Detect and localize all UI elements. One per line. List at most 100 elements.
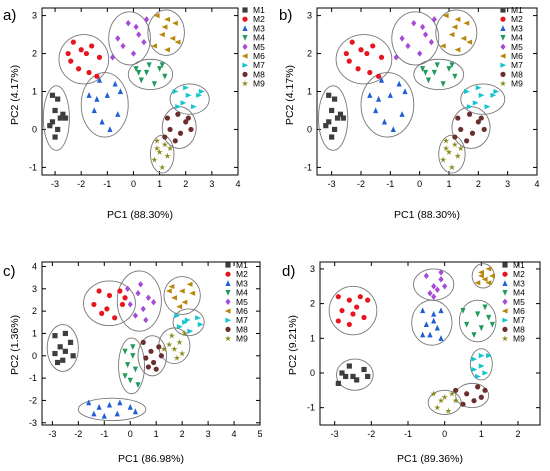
data-point-m2 xyxy=(106,292,113,299)
data-point-m9 xyxy=(151,156,158,163)
data-point-m6 xyxy=(174,39,181,45)
data-point-m9 xyxy=(442,145,450,152)
data-point-m1 xyxy=(332,96,338,102)
data-point-m3 xyxy=(420,331,426,338)
data-point-m4 xyxy=(489,321,495,328)
data-point-m1 xyxy=(47,123,53,129)
data-point-m1 xyxy=(332,126,338,133)
data-point-m2 xyxy=(96,54,103,60)
y-tick-label: 0 xyxy=(307,124,312,134)
data-point-m8 xyxy=(475,384,481,390)
data-point-m3 xyxy=(420,307,426,314)
legend-label-m8: M8 xyxy=(253,69,265,79)
cluster-ellipse xyxy=(335,34,393,85)
data-point-m4 xyxy=(130,344,136,351)
data-point-m7 xyxy=(482,370,489,376)
legend-label-m2: M2 xyxy=(236,269,248,279)
data-point-m4 xyxy=(125,362,131,368)
plot-frame xyxy=(316,7,538,176)
cluster-ellipse xyxy=(336,358,374,391)
data-point-m2 xyxy=(367,69,373,76)
data-point-m8 xyxy=(478,115,484,121)
x-tick-label: 0 xyxy=(442,429,447,439)
x-tick-label: 3 xyxy=(505,179,510,189)
legend-marker-m8 xyxy=(500,71,506,77)
legend-marker-m5 xyxy=(502,298,508,305)
legend-marker-m9 xyxy=(501,335,509,342)
data-point-m7 xyxy=(464,88,470,95)
data-point-m7 xyxy=(195,315,201,321)
data-point-m2 xyxy=(339,307,345,314)
y-tick-label: 1 xyxy=(310,333,315,343)
chart-panel-3: -3 -2 -1 0 1 2 3 4 5 -3 -2 -1 0 1 2 3 4 M1M2M3M4M5M6M7M8M… xyxy=(3,260,263,465)
data-point-m2 xyxy=(89,43,95,49)
data-point-m1 xyxy=(70,353,76,359)
x-tick-label: -3 xyxy=(48,429,56,439)
data-point-m4 xyxy=(449,62,455,69)
data-point-m8 xyxy=(185,115,191,121)
data-point-m2 xyxy=(346,58,352,64)
data-point-m5 xyxy=(411,19,417,27)
data-point-m4 xyxy=(475,311,481,318)
x-tick-label: 0 xyxy=(128,429,133,439)
data-point-m7 xyxy=(180,100,187,106)
cluster-ellipse xyxy=(150,134,175,174)
data-point-m4 xyxy=(446,66,452,72)
data-point-m4 xyxy=(159,62,165,69)
legend-label-m3: M3 xyxy=(253,23,265,33)
data-point-m2 xyxy=(354,304,360,310)
data-point-m9 xyxy=(442,137,450,144)
legend-marker-m9 xyxy=(241,80,249,87)
data-point-m9 xyxy=(181,330,188,337)
data-point-m3 xyxy=(91,107,97,114)
data-point-m7 xyxy=(472,100,479,106)
data-point-m5 xyxy=(141,38,147,46)
data-point-m1 xyxy=(329,107,335,114)
data-point-m2 xyxy=(343,50,349,57)
x-tick-label: -1 xyxy=(100,429,108,439)
legend-label-m1: M1 xyxy=(236,260,248,270)
data-point-m7 xyxy=(184,317,191,323)
legend-label-m5: M5 xyxy=(236,297,248,307)
data-point-m2 xyxy=(94,73,100,79)
data-point-m3 xyxy=(381,118,388,125)
data-point-m3 xyxy=(106,401,113,408)
data-point-m8 xyxy=(458,126,464,133)
data-point-m6 xyxy=(168,283,175,290)
data-point-m9 xyxy=(164,152,171,159)
data-point-m3 xyxy=(117,88,123,95)
cluster-ellipse xyxy=(469,348,493,381)
data-point-m7 xyxy=(190,104,197,110)
data-point-m2 xyxy=(376,73,382,79)
data-point-m4 xyxy=(138,77,144,84)
data-point-m2 xyxy=(346,297,352,303)
data-point-m5 xyxy=(115,35,121,42)
data-point-m9 xyxy=(171,345,178,352)
data-point-m8 xyxy=(156,344,162,350)
data-point-m3 xyxy=(376,95,382,102)
data-point-m9 xyxy=(454,152,462,159)
data-point-m9 xyxy=(165,341,173,348)
data-point-m1 xyxy=(52,107,58,114)
cluster-ellipse xyxy=(455,382,490,409)
x-tick-label: 4 xyxy=(235,179,240,189)
data-point-m2 xyxy=(122,295,128,301)
data-point-m4 xyxy=(460,307,466,314)
y-tick-label: -1 xyxy=(304,162,312,172)
data-point-m3 xyxy=(387,92,393,98)
y-tick-label: -1 xyxy=(307,403,315,413)
data-point-m4 xyxy=(425,77,432,84)
data-point-m6 xyxy=(439,43,446,49)
data-point-m4 xyxy=(478,325,484,332)
data-point-m4 xyxy=(133,66,139,72)
cluster-ellipse xyxy=(58,34,110,85)
data-point-m6 xyxy=(478,269,484,276)
plot-frame xyxy=(41,261,261,426)
data-point-m9 xyxy=(156,148,163,155)
data-point-m3 xyxy=(112,80,118,87)
data-point-m2 xyxy=(70,39,76,45)
data-point-m5 xyxy=(133,23,139,31)
data-point-m8 xyxy=(148,348,154,354)
data-point-m3 xyxy=(107,126,113,133)
